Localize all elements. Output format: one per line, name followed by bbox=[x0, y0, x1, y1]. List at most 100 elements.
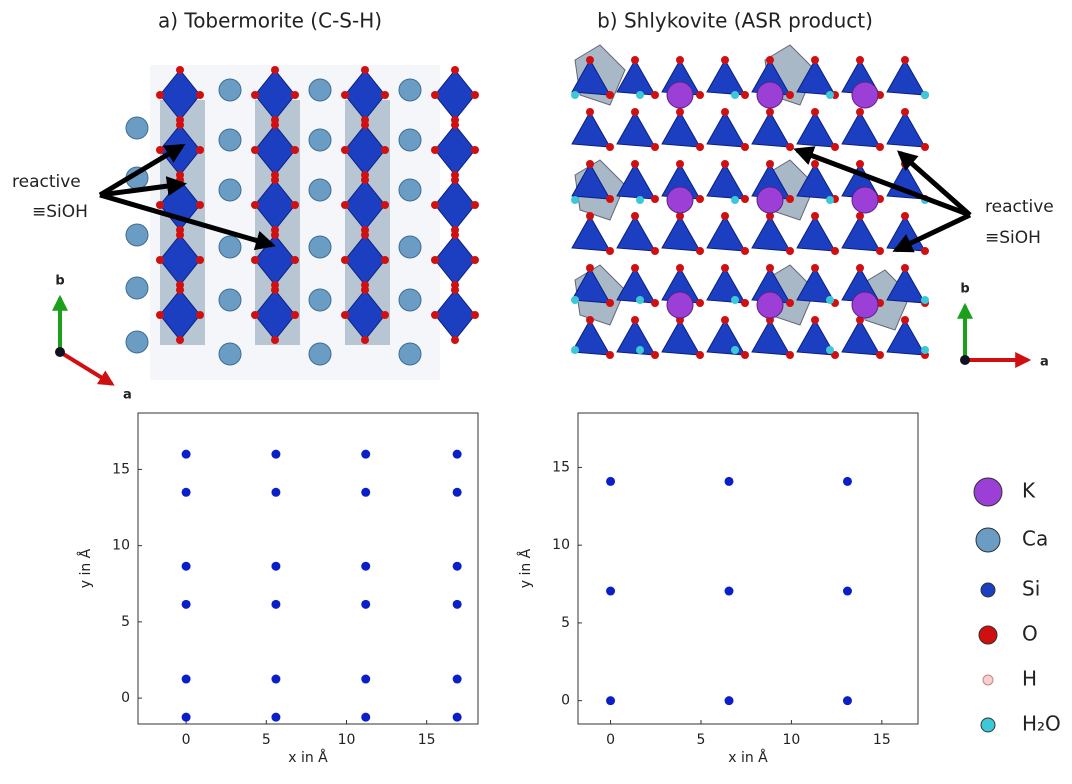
o-atom bbox=[341, 311, 349, 319]
o-atom bbox=[721, 212, 729, 220]
axis-label: a bbox=[123, 388, 132, 403]
data-point bbox=[606, 477, 615, 486]
ca-atom bbox=[399, 79, 421, 101]
o-atom bbox=[381, 256, 389, 264]
o-atom bbox=[451, 176, 459, 184]
o-atom bbox=[721, 264, 729, 272]
ca-atom bbox=[219, 343, 241, 365]
o-atom bbox=[361, 336, 369, 344]
o-atom bbox=[271, 66, 279, 74]
si-tetrahedron bbox=[752, 112, 790, 147]
k-atom bbox=[667, 82, 693, 108]
o-atom bbox=[856, 56, 864, 64]
si-tetrahedron bbox=[797, 216, 835, 251]
o-atom bbox=[606, 91, 614, 99]
axis-label: a bbox=[1040, 355, 1049, 370]
ca-atom bbox=[309, 289, 331, 311]
si-tetrahedron bbox=[435, 70, 475, 120]
y-tick-label: 5 bbox=[121, 614, 130, 630]
annotation: reactive bbox=[12, 172, 81, 192]
o-atom bbox=[431, 311, 439, 319]
si-tetrahedron bbox=[842, 320, 880, 355]
axis-label: b bbox=[960, 282, 969, 297]
si-tetrahedron bbox=[572, 112, 610, 147]
ca-atom bbox=[219, 179, 241, 201]
si-tetrahedron bbox=[617, 60, 655, 95]
o-atom bbox=[606, 195, 614, 203]
o-atom bbox=[651, 247, 659, 255]
o-atom bbox=[721, 160, 729, 168]
o-atom bbox=[156, 91, 164, 99]
o-atom bbox=[631, 56, 639, 64]
data-point bbox=[182, 450, 191, 459]
o-atom bbox=[831, 143, 839, 151]
x-tick-label: 5 bbox=[262, 732, 271, 748]
data-point bbox=[271, 713, 280, 722]
o-atom bbox=[381, 146, 389, 154]
o-atom bbox=[381, 201, 389, 209]
data-point bbox=[271, 675, 280, 684]
legend-label: H bbox=[1022, 667, 1037, 691]
data-point bbox=[361, 713, 370, 722]
ca-atom bbox=[126, 224, 148, 246]
o-atom bbox=[586, 264, 594, 272]
o-atom bbox=[721, 108, 729, 116]
o-atom bbox=[741, 91, 749, 99]
axis-arrow bbox=[60, 352, 112, 384]
data-point bbox=[725, 587, 734, 596]
o-atom bbox=[341, 91, 349, 99]
o-atom bbox=[741, 195, 749, 203]
o-atom bbox=[921, 247, 929, 255]
h2o bbox=[921, 91, 929, 99]
k-atom bbox=[757, 82, 783, 108]
si-tetrahedron bbox=[887, 112, 925, 147]
legend-label: Si bbox=[1022, 577, 1040, 601]
o-atom bbox=[606, 351, 614, 359]
ca-atom bbox=[309, 179, 331, 201]
si-tetrahedron bbox=[707, 164, 745, 199]
y-tick-label: 0 bbox=[121, 690, 130, 706]
o-atom bbox=[361, 121, 369, 129]
k-atom bbox=[667, 187, 693, 213]
h2o bbox=[571, 196, 579, 204]
si-tetrahedron bbox=[707, 60, 745, 95]
o-atom bbox=[876, 143, 884, 151]
si-tetrahedron bbox=[435, 235, 475, 285]
x-tick-label: 15 bbox=[873, 732, 891, 748]
data-point bbox=[271, 600, 280, 609]
o-atom bbox=[876, 351, 884, 359]
o-atom bbox=[721, 56, 729, 64]
data-point bbox=[725, 477, 734, 486]
data-point bbox=[182, 488, 191, 497]
panel-title: b) Shlykovite (ASR product) bbox=[597, 9, 873, 33]
o-atom bbox=[696, 91, 704, 99]
h2o bbox=[636, 346, 644, 354]
h2o bbox=[826, 91, 834, 99]
annotation: ≡SiOH bbox=[32, 202, 88, 222]
si-tetrahedron bbox=[662, 320, 700, 355]
ca-atom bbox=[219, 129, 241, 151]
o-atom bbox=[431, 91, 439, 99]
ca-atom bbox=[126, 117, 148, 139]
si-tetrahedron bbox=[572, 216, 610, 251]
data-point bbox=[182, 713, 191, 722]
h2o bbox=[731, 91, 739, 99]
si-tetrahedron bbox=[617, 112, 655, 147]
x-tick-label: 5 bbox=[697, 732, 706, 748]
si-tetrahedron bbox=[662, 112, 700, 147]
o-atom bbox=[271, 176, 279, 184]
data-point bbox=[453, 713, 462, 722]
data-point bbox=[182, 562, 191, 571]
ca-atom bbox=[399, 129, 421, 151]
o-atom bbox=[471, 146, 479, 154]
o-atom bbox=[156, 311, 164, 319]
data-point bbox=[361, 562, 370, 571]
x-tick-label: 0 bbox=[606, 732, 615, 748]
o-atom bbox=[651, 91, 659, 99]
ca-atom bbox=[399, 179, 421, 201]
y-tick-label: 5 bbox=[561, 615, 570, 631]
o-atom bbox=[586, 108, 594, 116]
si-tetrahedron bbox=[707, 320, 745, 355]
o-atom bbox=[741, 299, 749, 307]
h2o bbox=[731, 296, 739, 304]
